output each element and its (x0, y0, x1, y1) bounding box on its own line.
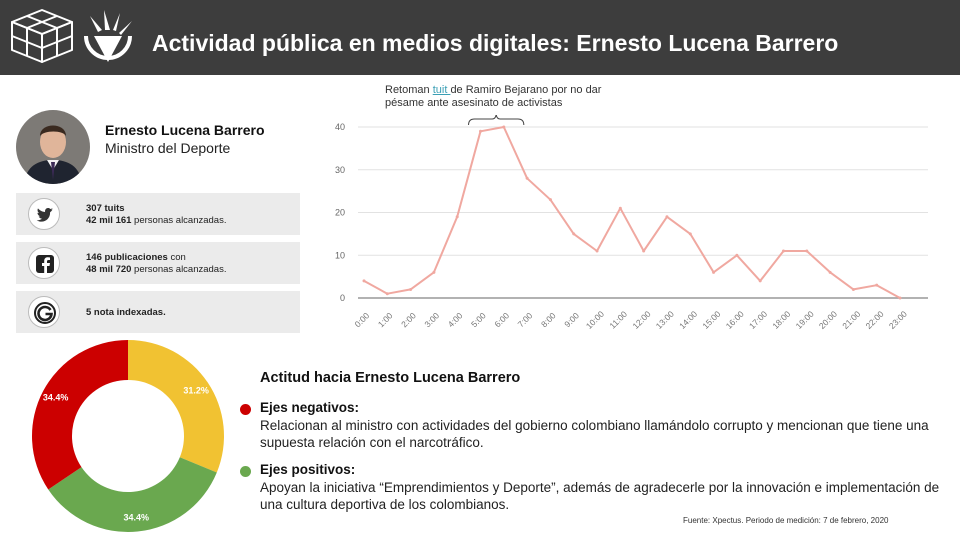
profile-name: Ernesto Lucena Barrero (105, 122, 265, 138)
data-point (455, 215, 459, 219)
facebook-stat-card: 146 publicaciones con 48 mil 720 persona… (16, 242, 300, 284)
google-icon (28, 296, 60, 328)
x-tick-label: 2:00 (399, 310, 418, 329)
data-point (851, 287, 855, 291)
source-note: Fuente: Xpectus. Periodo de medición: 7 … (683, 516, 889, 525)
x-tick-label: 0:00 (352, 310, 371, 329)
x-tick-label: 12:00 (630, 309, 652, 330)
data-point (479, 129, 483, 133)
data-point (595, 249, 599, 253)
negative-axis-title: Ejes negativos: (260, 400, 360, 415)
data-point (385, 292, 389, 296)
x-tick-label: 20:00 (817, 309, 839, 330)
facebook-reach-value: 48 mil 720 (86, 264, 132, 275)
twitter-stat-card: 307 tuits 42 mil 161 personas alcanzadas… (16, 193, 300, 235)
x-tick-label: 1:00 (376, 310, 395, 329)
google-stat-card: 5 nota indexadas. (16, 291, 300, 333)
twitter-icon (28, 198, 60, 230)
y-tick-label: 30 (335, 165, 345, 175)
cubes-logo-icon (11, 9, 73, 63)
data-point (805, 249, 809, 253)
x-tick-label: 13:00 (654, 309, 676, 330)
data-point (618, 206, 622, 210)
google-label: 5 nota indexadas. (86, 307, 166, 318)
slice-label: 34.4% (123, 513, 149, 523)
data-point (758, 279, 762, 283)
attitude-title: Actitud hacia Ernesto Lucena Barrero (260, 370, 521, 386)
data-point (735, 253, 739, 257)
data-point (875, 283, 879, 287)
y-tick-label: 20 (335, 208, 345, 218)
data-point (525, 176, 529, 180)
data-point (828, 270, 832, 274)
profile-photo (16, 110, 90, 184)
y-tick-label: 40 (335, 122, 345, 132)
positive-axis-dot (240, 466, 251, 477)
header-bar: Actividad pública en medios digitales: E… (0, 0, 960, 75)
x-tick-label: 18:00 (770, 309, 792, 330)
x-tick-label: 3:00 (422, 310, 441, 329)
positive-axis-title: Ejes positivos: (260, 462, 356, 477)
donut-slice (128, 340, 224, 473)
page-title: Actividad pública en medios digitales: E… (152, 30, 839, 56)
x-tick-label: 17:00 (747, 309, 769, 330)
x-tick-label: 22:00 (864, 309, 886, 330)
x-tick-label: 15:00 (700, 309, 722, 330)
negative-axis-text: Relacionan al ministro con actividades d… (260, 418, 929, 450)
data-point (712, 270, 716, 274)
x-tick-label: 11:00 (607, 309, 629, 330)
x-tick-label: 9:00 (562, 310, 581, 329)
y-tick-label: 10 (335, 250, 345, 260)
x-tick-label: 21:00 (840, 309, 862, 330)
data-point (572, 232, 576, 236)
x-tick-label: 5:00 (469, 310, 488, 329)
twitter-reach-label: personas alcanzadas. (131, 215, 227, 226)
donut-slice (32, 340, 129, 490)
twitter-count: 307 tuits (86, 203, 125, 214)
data-point (502, 125, 506, 129)
data-point (898, 296, 902, 300)
profile-role: Ministro del Deporte (105, 140, 231, 156)
annotation-brace (468, 115, 525, 126)
data-point (548, 198, 552, 202)
annotation-text-after: de Ramiro Bejarano por no dar pésame ant… (385, 84, 602, 109)
x-tick-label: 6:00 (492, 310, 511, 329)
facebook-icon (28, 247, 60, 279)
data-point (362, 279, 366, 283)
sunrise-logo-icon (84, 10, 132, 62)
x-tick-label: 10:00 (584, 309, 606, 330)
x-tick-label: 7:00 (516, 310, 535, 329)
positive-axis-text: Apoyan la iniciativa “Emprendimientos y … (260, 480, 940, 512)
x-tick-label: 14:00 (677, 309, 699, 330)
twitter-reach-value: 42 mil 161 (86, 215, 132, 226)
facebook-count: 146 publicaciones (86, 252, 168, 263)
data-point (432, 270, 436, 274)
series-line (363, 126, 901, 299)
data-point (642, 249, 646, 253)
chart-annotation: Retoman tuit de Ramiro Bejarano por no d… (385, 84, 615, 110)
x-tick-label: 4:00 (446, 310, 465, 329)
x-tick-label: 19:00 (794, 309, 816, 330)
slice-label: 34.4% (43, 392, 69, 402)
y-tick-label: 0 (340, 293, 345, 303)
hourly-activity-line-chart: 0 10 20 30 40 0:00 1:00 2:00 3:00 4:00 5:00 6:00 7:0… (335, 115, 928, 330)
attitude-donut-chart: 31.2% 34.4% 34.4% (32, 340, 224, 532)
data-point (409, 287, 413, 291)
negative-axis-dot (240, 404, 251, 415)
facebook-count-suffix: con (167, 252, 186, 263)
annotation-text-before: Retoman (385, 84, 433, 96)
annotation-tweet-link[interactable]: tuit (432, 84, 451, 96)
facebook-reach-label: personas alcanzadas. (131, 264, 227, 275)
x-tick-label: 23:00 (887, 309, 909, 330)
x-tick-label: 8:00 (539, 310, 558, 329)
data-point (781, 249, 785, 253)
data-point (665, 215, 669, 219)
slice-label: 31.2% (183, 385, 209, 395)
x-tick-label: 16:00 (724, 309, 746, 330)
donut-slice (48, 457, 217, 532)
data-point (688, 232, 692, 236)
